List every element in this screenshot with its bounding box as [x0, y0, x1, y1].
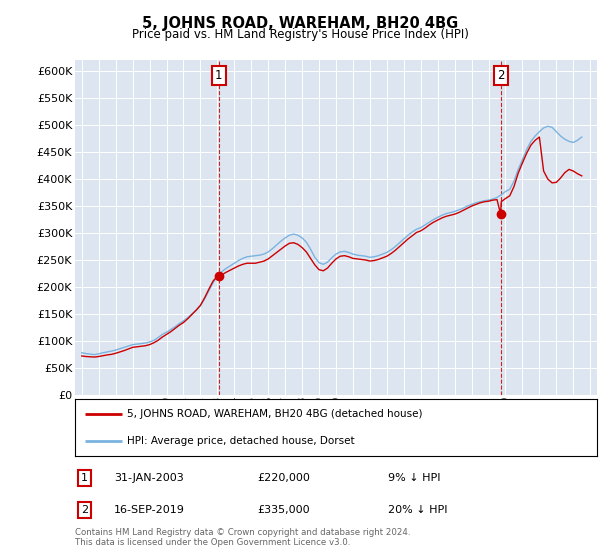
Text: 9% ↓ HPI: 9% ↓ HPI	[388, 473, 440, 483]
Text: 1: 1	[81, 473, 88, 483]
Text: 2: 2	[81, 505, 88, 515]
Text: 20% ↓ HPI: 20% ↓ HPI	[388, 505, 448, 515]
Text: HPI: Average price, detached house, Dorset: HPI: Average price, detached house, Dors…	[127, 436, 355, 446]
Text: 1: 1	[215, 69, 223, 82]
Text: 5, JOHNS ROAD, WAREHAM, BH20 4BG (detached house): 5, JOHNS ROAD, WAREHAM, BH20 4BG (detach…	[127, 409, 422, 419]
Text: £220,000: £220,000	[258, 473, 311, 483]
Text: Price paid vs. HM Land Registry's House Price Index (HPI): Price paid vs. HM Land Registry's House …	[131, 28, 469, 41]
Text: £335,000: £335,000	[258, 505, 310, 515]
Text: 5, JOHNS ROAD, WAREHAM, BH20 4BG: 5, JOHNS ROAD, WAREHAM, BH20 4BG	[142, 16, 458, 31]
Text: 2: 2	[497, 69, 505, 82]
Text: Contains HM Land Registry data © Crown copyright and database right 2024.
This d: Contains HM Land Registry data © Crown c…	[75, 528, 410, 547]
Text: 16-SEP-2019: 16-SEP-2019	[114, 505, 185, 515]
Text: 31-JAN-2003: 31-JAN-2003	[114, 473, 184, 483]
